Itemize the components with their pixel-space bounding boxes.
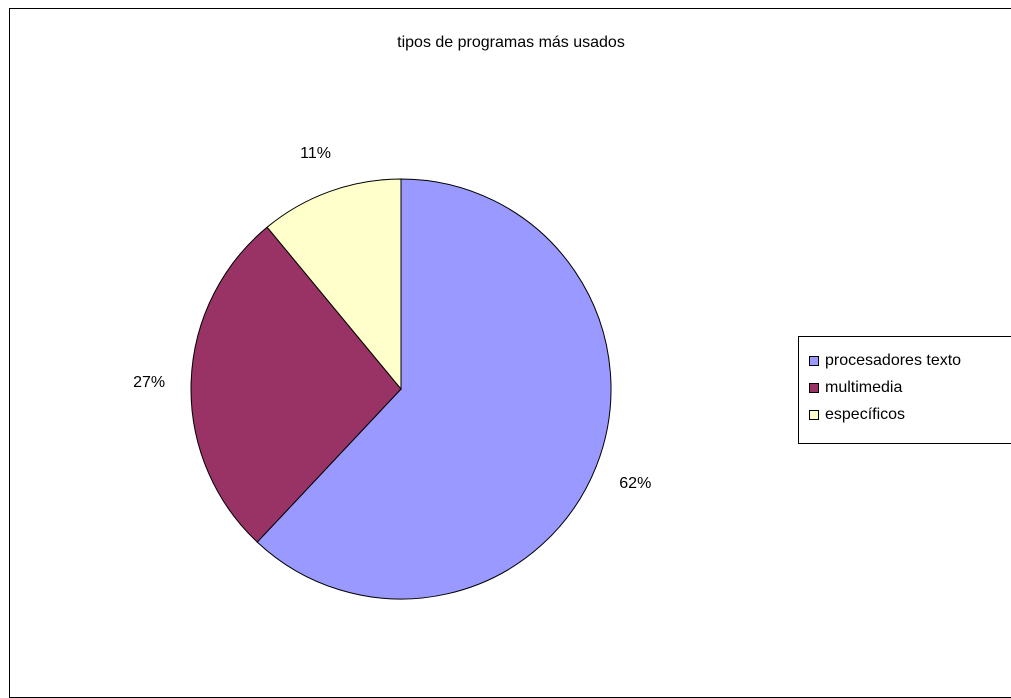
chart-frame: tipos de programas más usados 62% 27% 11% … — [9, 8, 1011, 698]
legend-swatch-especificos — [809, 410, 819, 420]
legend-item-procesadores-texto: procesadores texto — [809, 350, 961, 372]
legend-item-especificos: específicos — [809, 404, 905, 426]
legend-item-multimedia: multimedia — [809, 377, 902, 399]
legend-label: procesadores texto — [825, 352, 961, 370]
legend-swatch-procesadores-texto — [809, 356, 819, 366]
legend-label: multimedia — [825, 379, 902, 397]
legend-label: específicos — [825, 406, 905, 424]
legend: procesadores texto multimedia específico… — [798, 336, 1011, 444]
data-label-procesadores-texto: 62% — [619, 475, 651, 492]
data-label-especificos: 11% — [300, 145, 331, 162]
data-label-multimedia: 27% — [133, 374, 165, 391]
legend-swatch-multimedia — [809, 383, 819, 393]
